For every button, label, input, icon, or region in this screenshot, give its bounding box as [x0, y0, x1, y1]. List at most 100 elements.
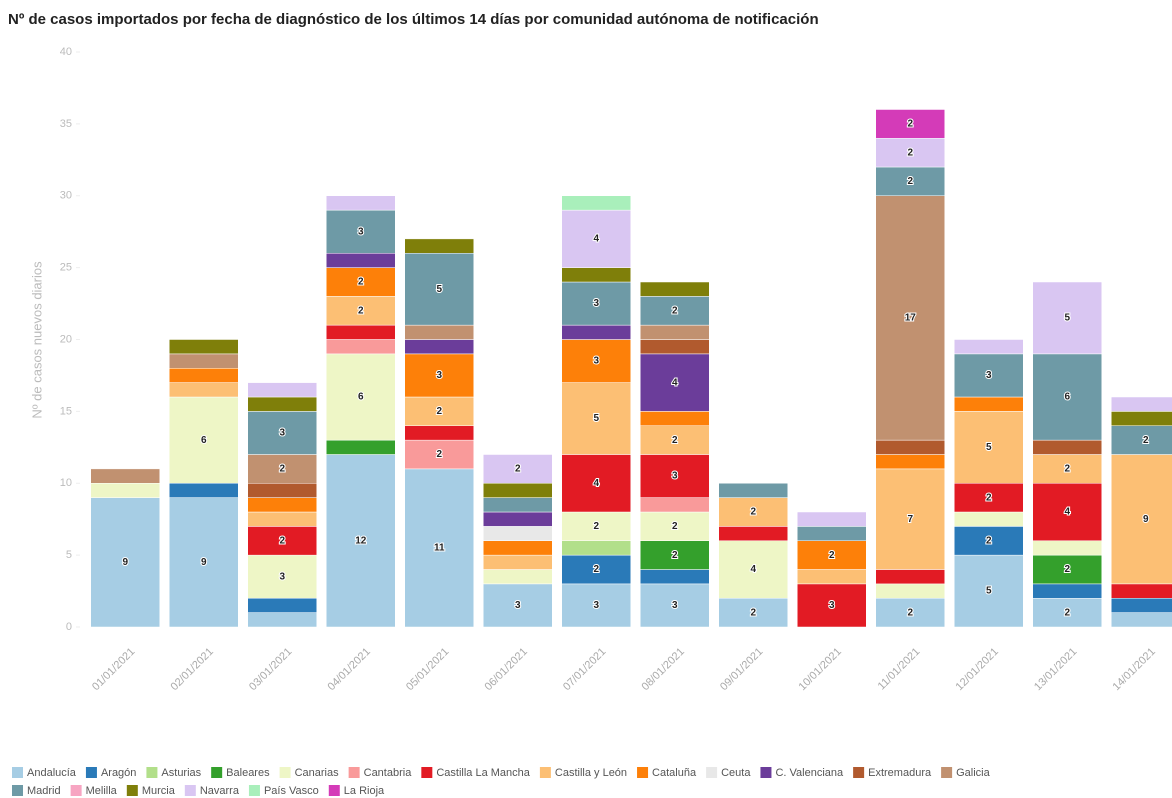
legend-label: La Rioja	[344, 785, 385, 797]
bar-segment	[247, 483, 317, 498]
bar-segment	[640, 296, 710, 326]
bar-segment	[640, 454, 710, 498]
bar-segment	[875, 439, 945, 455]
bar-segment	[561, 511, 631, 541]
legend-label: País Vasco	[264, 785, 319, 797]
bar-segment	[169, 396, 239, 484]
data-label: 2	[279, 535, 285, 546]
data-label: 2	[593, 564, 599, 575]
bar-segment	[1032, 353, 1102, 441]
bar-segment	[954, 483, 1024, 513]
data-label: 5	[986, 586, 992, 597]
data-label: 17	[905, 313, 917, 324]
legend-label: Ceuta	[721, 767, 751, 779]
bar-segment	[169, 368, 239, 383]
data-label: 2	[1143, 435, 1149, 446]
data-label: 2	[358, 277, 364, 288]
legend-label: Galicia	[956, 767, 991, 779]
data-label: 4	[672, 377, 678, 388]
x-tick-label: 14/01/2021	[1111, 646, 1158, 693]
bar-segment	[483, 497, 553, 513]
data-label: 2	[907, 119, 913, 130]
bar-segment	[561, 339, 631, 383]
legend-swatch	[12, 767, 23, 778]
data-label: 3	[515, 600, 521, 611]
bar-segment	[1032, 454, 1102, 484]
legend-label: Andalucía	[27, 767, 77, 779]
data-label: 7	[907, 514, 913, 525]
bar-segment	[404, 238, 474, 254]
data-label: 3	[672, 600, 678, 611]
x-tick-label: 10/01/2021	[797, 646, 844, 693]
legend-label: Canarias	[295, 767, 340, 779]
bar-segment	[404, 425, 474, 441]
data-label: 5	[986, 442, 992, 453]
bar-segment	[90, 468, 160, 484]
bar-segment	[1032, 598, 1102, 628]
bar-segment	[640, 569, 710, 585]
bar-segment	[1032, 483, 1102, 541]
data-label: 12	[355, 535, 367, 546]
legend-swatch	[941, 767, 953, 778]
legend-swatch	[211, 767, 223, 778]
bar-segment	[247, 382, 317, 398]
data-label: 2	[436, 406, 442, 417]
bar-segment	[483, 583, 553, 628]
data-label: 2	[907, 176, 913, 187]
bar-segment	[1111, 396, 1172, 412]
legend-label: Melilla	[86, 785, 118, 797]
bar-segment	[954, 396, 1024, 412]
bar-segment	[326, 339, 396, 355]
data-label: 4	[593, 234, 599, 245]
data-label: 3	[593, 600, 599, 611]
bar-segment	[1032, 281, 1102, 355]
legend-label: Baleares	[226, 767, 270, 779]
bar-segment	[1032, 583, 1102, 599]
data-label: 2	[593, 521, 599, 532]
data-label: 3	[279, 571, 285, 582]
bar-segment	[326, 353, 396, 441]
legend-swatch	[760, 767, 772, 778]
data-label: 2	[672, 550, 678, 561]
bar-segment	[247, 454, 317, 484]
legend-swatch	[279, 767, 291, 778]
bar-segment	[561, 540, 631, 556]
bar-segment	[954, 554, 1024, 628]
bar-segment	[875, 138, 945, 168]
bar-segment	[640, 353, 710, 412]
x-tick-label: 12/01/2021	[954, 646, 1001, 693]
bar-segment	[640, 339, 710, 355]
bar-segment	[875, 109, 945, 139]
bar-segment	[1111, 598, 1172, 613]
bar-segment	[404, 439, 474, 470]
legend-label: Castilla La Mancha	[436, 767, 530, 779]
data-label: 6	[1064, 392, 1070, 403]
data-label: 3	[986, 370, 992, 381]
legend-swatch	[328, 785, 340, 796]
bar-segment	[169, 497, 239, 628]
bar-segment	[247, 396, 317, 412]
bar-segment	[247, 511, 317, 527]
bar-segment	[169, 339, 239, 355]
bar-segment	[1111, 454, 1172, 585]
legend-label: Navarra	[200, 785, 240, 797]
data-label: 2	[1064, 464, 1070, 475]
data-label: 2	[986, 492, 992, 503]
x-tick-label: 08/01/2021	[640, 646, 687, 693]
legend-label: Madrid	[27, 785, 61, 797]
bar-segment	[483, 483, 553, 498]
bar-segment	[640, 281, 710, 297]
data-label: 2	[1064, 564, 1070, 575]
bar-segment	[954, 526, 1024, 556]
bar-segment	[90, 483, 160, 498]
bar-segment	[1032, 540, 1102, 556]
bar-segment	[1111, 411, 1172, 426]
legend-swatch	[126, 785, 138, 796]
bar-segment	[954, 411, 1024, 484]
bar-segment	[718, 540, 788, 599]
bar-segment	[326, 324, 396, 340]
data-label: 4	[593, 478, 599, 489]
bar-segment	[326, 439, 396, 455]
legend-swatch	[12, 785, 23, 796]
legend-label: C. Valenciana	[775, 767, 844, 779]
